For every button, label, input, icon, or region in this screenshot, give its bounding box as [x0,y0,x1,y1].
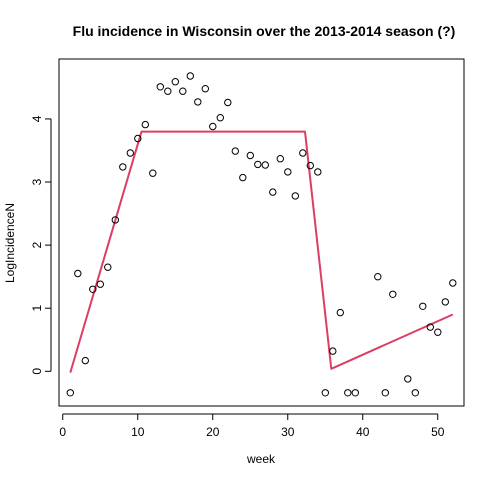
data-point [389,290,397,298]
data-point [321,389,329,397]
y-tick-label: 2 [30,241,44,248]
data-point [119,163,127,171]
axes: 0 10 20 30 40 50 0 1 2 3 4 [30,115,445,439]
data-point [246,151,255,160]
x-tick-label: 40 [356,425,370,439]
data-point [186,72,195,80]
x-axis-label: week [246,452,276,466]
plot-frame [58,58,465,407]
data-point [171,78,180,86]
data-point [299,149,307,157]
data-point [134,134,142,143]
x-tick-label: 50 [431,425,445,439]
data-point [336,308,344,317]
y-tick-label: 1 [30,305,44,312]
y-tick-label: 4 [30,115,44,122]
data-point [434,328,442,336]
data-point [419,302,427,310]
data-point [179,87,187,95]
data-point [239,173,247,182]
data-point [89,285,97,293]
data-point [104,263,112,271]
data-point [441,298,449,306]
data-point [156,83,165,91]
fit-line [69,130,454,373]
data-point [209,122,217,131]
chart-title: Flu incidence in Wisconsin over the 2013… [73,23,456,39]
data-point [351,389,359,397]
data-point [149,169,157,177]
data-point [224,98,232,107]
data-point [404,375,412,383]
data-point [426,323,434,331]
data-point [96,280,105,288]
points-layer [66,72,457,397]
data-point [141,120,150,129]
data-point [126,149,135,157]
data-point [314,168,322,176]
y-tick-label: 3 [30,178,44,185]
data-point [276,155,284,163]
x-tick-label: 10 [131,425,145,439]
data-point [411,389,419,397]
data-point [164,87,172,95]
data-point [374,273,382,281]
data-point [216,114,225,122]
fit-layer [69,130,454,373]
data-point [201,85,210,93]
data-point [269,188,277,196]
y-tick-label: 0 [30,368,44,375]
x-tick-label: 20 [206,425,220,439]
data-point [194,98,202,106]
data-point [344,389,352,397]
data-point [381,389,389,397]
data-point [306,161,314,170]
data-point [231,147,240,155]
data-point [111,216,120,224]
data-point [81,356,90,365]
data-point [291,192,299,200]
x-tick-label: 30 [281,425,295,439]
data-point [261,161,269,169]
data-point [449,279,457,287]
data-point [284,168,292,176]
data-point [74,269,82,278]
y-axis-label: LogIncidenceN [3,203,17,283]
x-tick-label: 0 [59,425,66,439]
data-point [66,389,75,397]
data-point [329,347,337,355]
data-point [254,160,262,169]
